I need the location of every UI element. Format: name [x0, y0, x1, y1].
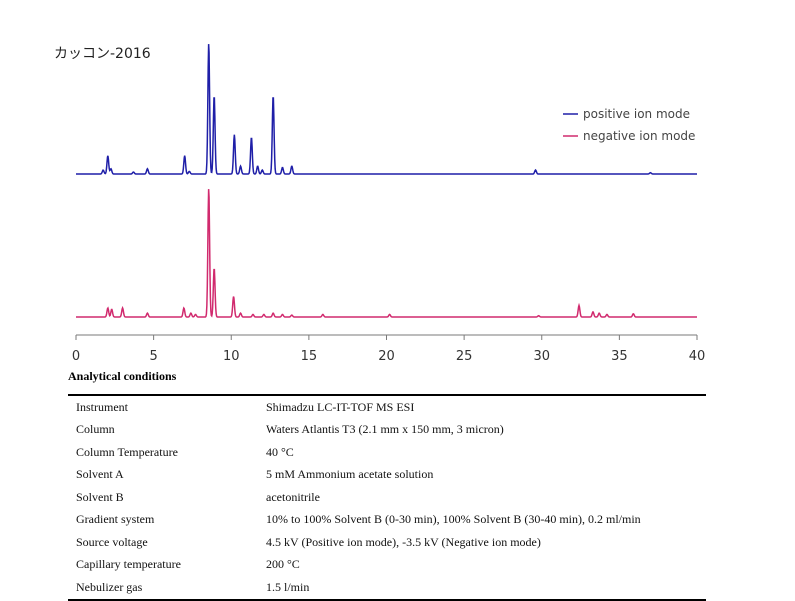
trace-group	[76, 44, 697, 318]
table-row: Capillary temperature 200 °C	[68, 554, 706, 577]
table-row: Solvent A 5 mM Ammonium acetate solution	[68, 464, 706, 487]
table-row: Gradient system 10% to 100% Solvent B (0-…	[68, 509, 706, 532]
legend-label-positive: positive ion mode	[583, 107, 690, 121]
conditions-heading: Analytical conditions	[68, 369, 177, 383]
condition-label: Gradient system	[76, 512, 155, 527]
table-row: Solvent B acetonitrile	[68, 486, 706, 509]
condition-label: Column Temperature	[76, 444, 178, 459]
condition-label: Capillary temperature	[76, 557, 181, 572]
condition-value: 10% to 100% Solvent B (0-30 min), 100% S…	[266, 512, 641, 527]
condition-label: Solvent B	[76, 489, 124, 504]
condition-label: Nebulizer gas	[76, 579, 143, 594]
condition-value: Shimadzu LC-IT-TOF MS ESI	[266, 399, 415, 414]
condition-label: Instrument	[76, 399, 128, 414]
x-tick-label: 0	[72, 349, 80, 364]
condition-value: 4.5 kV (Positive ion mode), -3.5 kV (Neg…	[266, 534, 541, 549]
condition-value: Waters Atlantis T3 (2.1 mm x 150 mm, 3 m…	[266, 422, 504, 437]
legend: positive ion mode negative ion mode	[563, 107, 695, 143]
x-axis: 0 5 10 15 20 25 30 35 40	[72, 334, 706, 364]
chart-title: カッコン-2016	[54, 46, 151, 62]
condition-value: 40 °C	[266, 444, 294, 459]
x-tick-label: 15	[301, 349, 318, 364]
condition-label: Source voltage	[76, 534, 148, 549]
conditions-table: Instrument Shimadzu LC-IT-TOF MS ESI Colum…	[68, 394, 706, 601]
condition-value: 1.5 l/min	[266, 579, 310, 594]
analytical-conditions: Analytical conditions Instrument Shimadzu…	[68, 368, 708, 601]
x-tick-label: 30	[533, 349, 550, 364]
x-tick-label: 40	[689, 349, 706, 364]
condition-value: 5 mM Ammonium acetate solution	[266, 467, 434, 482]
table-row: Source voltage 4.5 kV (Positive ion mode)…	[68, 531, 706, 554]
table-row: Column Temperature 40 °C	[68, 441, 706, 464]
trace-positive-ion-mode	[76, 44, 697, 175]
table-row: Column Waters Atlantis T3 (2.1 mm x 150 m…	[68, 419, 706, 442]
table-row: Nebulizer gas 1.5 l/min	[68, 576, 706, 600]
x-tick-label: 25	[456, 349, 473, 364]
condition-value: acetonitrile	[266, 489, 320, 504]
table-row: Instrument Shimadzu LC-IT-TOF MS ESI	[68, 395, 706, 419]
x-tick-label: 35	[611, 349, 628, 364]
x-tick-label: 10	[223, 349, 240, 364]
x-tick-label: 20	[378, 349, 395, 364]
legend-label-negative: negative ion mode	[583, 129, 695, 143]
condition-label: Solvent A	[76, 467, 124, 482]
trace-negative-ion-mode	[76, 189, 697, 318]
condition-label: Column	[76, 422, 115, 437]
condition-value: 200 °C	[266, 557, 300, 572]
chromatogram-chart: カッコン-2016 positive ion mode negative ion…	[54, 44, 706, 364]
x-tick-label: 5	[149, 349, 157, 364]
